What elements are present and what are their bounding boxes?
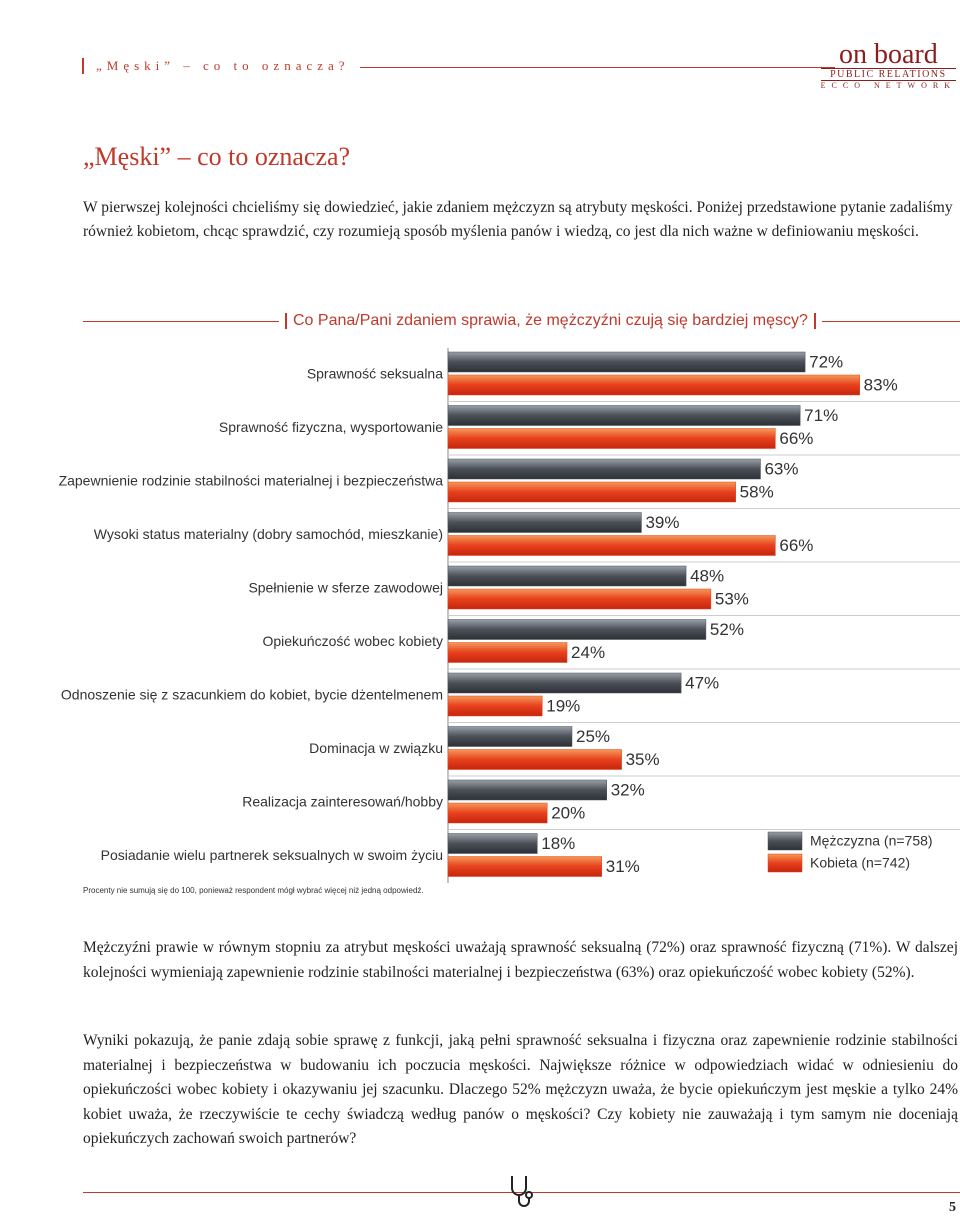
category-label: Sprawność seksualna xyxy=(307,366,443,382)
category-label: Odnoszenie się z szacunkiem do kobiet, b… xyxy=(61,687,443,703)
page-title: „Męski” – co to oznacza? xyxy=(83,142,351,171)
bar xyxy=(447,619,707,640)
bar xyxy=(447,458,761,480)
value-label: 66% xyxy=(779,429,813,448)
legend-swatch xyxy=(767,831,803,851)
value-label: 31% xyxy=(606,857,640,876)
value-label: 25% xyxy=(576,727,610,746)
bar xyxy=(447,695,543,717)
bar xyxy=(447,779,607,801)
value-label: 24% xyxy=(571,643,605,662)
value-label: 18% xyxy=(541,834,575,853)
category-label: Realizacja zainteresowań/hobby xyxy=(242,794,443,810)
value-label: 48% xyxy=(690,566,724,585)
bar xyxy=(447,535,776,556)
bar xyxy=(447,833,538,854)
value-label: 39% xyxy=(645,513,679,532)
value-label: 63% xyxy=(764,459,798,478)
chart: Sprawność seksualna 72% 83% Sprawność fizyc… xyxy=(59,348,960,883)
legend-label: Mężczyzna (n=758) xyxy=(810,833,933,849)
bar xyxy=(447,856,603,877)
bar xyxy=(447,726,573,747)
logo-name: on board xyxy=(838,39,938,70)
intro: W pierwszej kolejności chcieliśmy się do… xyxy=(83,199,953,240)
value-label: 71% xyxy=(804,406,838,425)
category-label: Posiadanie wielu partnerek seksualnych w… xyxy=(101,847,443,863)
bar xyxy=(447,512,642,533)
rule xyxy=(821,320,960,322)
category-label: Opiekuńczość wobec kobiety xyxy=(262,633,443,649)
category-label: Sprawność fizyczna, wysportowanie xyxy=(219,419,443,435)
header-rule xyxy=(360,67,835,68)
value-label: 35% xyxy=(626,750,660,769)
value-label: 20% xyxy=(551,803,585,822)
bar xyxy=(447,374,860,396)
bar xyxy=(447,672,682,694)
legend-swatch xyxy=(767,853,803,873)
bar xyxy=(447,351,806,373)
logo: on board PUBLIC RELATIONS ECCO NETWORK xyxy=(820,39,956,90)
footer-rule xyxy=(83,1192,960,1193)
rule-tick xyxy=(813,313,816,329)
bar xyxy=(447,749,622,770)
value-label: 83% xyxy=(864,375,898,394)
running-title: „Męski” – co to oznacza? xyxy=(82,58,350,74)
value-label: 19% xyxy=(546,696,580,715)
stethoscope-icon xyxy=(511,1176,533,1207)
value-label: 53% xyxy=(715,589,749,608)
value-label: 52% xyxy=(710,620,744,639)
rule-tick xyxy=(285,313,287,329)
value-label: 72% xyxy=(809,352,843,371)
legend-label: Kobieta (n=742) xyxy=(810,855,910,871)
bar xyxy=(447,481,736,503)
bar xyxy=(447,642,568,663)
logo-line: PUBLIC RELATIONS xyxy=(820,68,956,81)
bar xyxy=(447,588,712,610)
rule xyxy=(83,320,279,322)
paragraph: Wyniki pokazują, że panie zdają sobie sp… xyxy=(83,1032,958,1147)
bar xyxy=(447,802,548,824)
chart-title-row: Co Pana/Pani zdaniem sprawia, że mężczyź… xyxy=(83,312,960,330)
category-label: Wysoki status materialny (dobry samochód… xyxy=(94,526,443,542)
category-label: Dominacja w związku xyxy=(309,740,443,756)
value-label: 66% xyxy=(779,536,813,555)
bar xyxy=(447,565,687,587)
value-label: 47% xyxy=(685,673,719,692)
chart-note: Procenty nie sumują się do 100, ponieważ… xyxy=(83,886,424,895)
value-label: 58% xyxy=(740,482,774,501)
category-label: Spełnienie w sferze zawodowej xyxy=(248,580,443,596)
paragraph: Mężczyźni prawie w równym stopniu za atr… xyxy=(83,939,958,981)
bar xyxy=(447,405,801,426)
logo-line: ECCO NETWORK xyxy=(820,81,956,90)
page-number: 5 xyxy=(949,1200,956,1215)
bar xyxy=(447,428,776,449)
chart-title: Co Pana/Pani zdaniem sprawia, że mężczyź… xyxy=(293,312,808,329)
category-label: Zapewnienie rodzinie stabilności materia… xyxy=(59,473,444,489)
value-label: 32% xyxy=(611,780,645,799)
